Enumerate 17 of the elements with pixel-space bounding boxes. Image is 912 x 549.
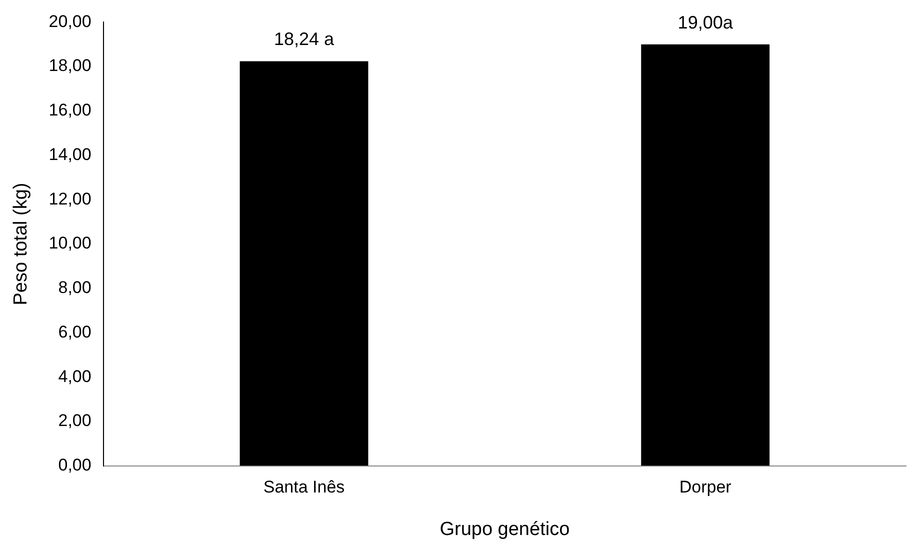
y-axis-title: Peso total (kg) (10, 182, 32, 306)
y-tick-label: 10,00 (48, 234, 92, 253)
y-tick-label: 14,00 (48, 144, 92, 164)
x-axis-title: Grupo genético (440, 518, 570, 540)
y-tick-label: 16,00 (48, 100, 92, 120)
x-tick-label: Santa Inês (263, 478, 345, 497)
y-tick-label: 18,00 (48, 56, 92, 76)
y-tick-label: 12,00 (48, 189, 92, 208)
y-tick-label: 8,00 (58, 278, 92, 298)
x-tick-label: Dorper (679, 478, 732, 497)
y-tick-label: 20,00 (48, 12, 92, 31)
y-tick-label: 0,00 (58, 455, 92, 474)
y-tick-label: 6,00 (58, 322, 92, 342)
y-tick-label: 2,00 (58, 411, 92, 430)
y-tick-label: 4,00 (58, 366, 92, 386)
data-label: 19,00a (678, 12, 734, 32)
data-label: 18,24 a (274, 29, 336, 50)
